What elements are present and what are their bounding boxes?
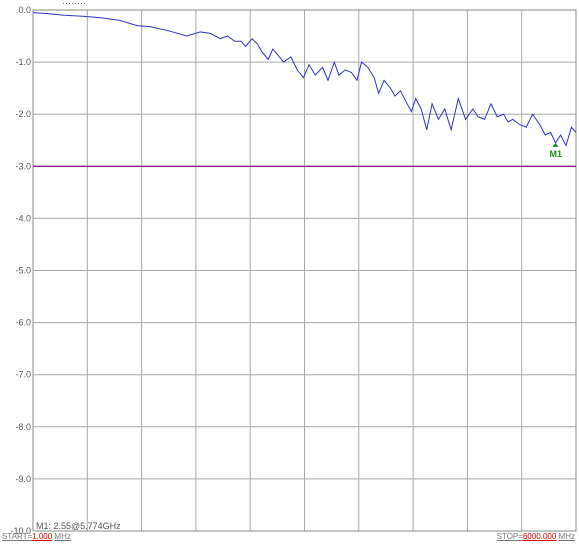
start-label: START= xyxy=(2,532,33,541)
y-tick-label: -10.0 xyxy=(10,526,31,536)
y-tick-label: -7.0 xyxy=(15,370,31,380)
marker-readout: M1: 2.55@5.774GHz xyxy=(36,521,121,531)
y-tick-label: 0.0 xyxy=(18,5,31,15)
start-frequency: START=1.000 MHz xyxy=(2,532,71,541)
stop-value: 6000.000 xyxy=(522,532,557,541)
marker-label: M1 xyxy=(550,149,563,159)
stop-frequency: STOP=6000.000 MHz xyxy=(497,532,575,541)
y-tick-label: -4.0 xyxy=(15,213,31,223)
y-tick-label: -8.0 xyxy=(15,422,31,432)
start-value: 1.000 xyxy=(32,532,53,541)
y-tick-label: -6.0 xyxy=(15,318,31,328)
marker-glyph xyxy=(552,142,559,147)
stop-unit: MHz xyxy=(558,532,575,541)
y-tick-label: -3.0 xyxy=(15,161,31,171)
start-unit: MHz xyxy=(54,532,71,541)
y-tick-label: -9.0 xyxy=(15,474,31,484)
top-readout: ········ xyxy=(62,0,86,8)
stop-label: STOP= xyxy=(496,532,523,541)
marker-m1: M1 xyxy=(550,142,563,159)
y-axis-ticks: 0.0 -1.0 -2.0 -3.0 -4.0 -5.0 -6.0 -7.0 -8.0 -9.0 -… xyxy=(10,5,31,536)
y-tick-label: -5.0 xyxy=(15,266,31,276)
y-tick-label: -1.0 xyxy=(15,57,31,67)
y-tick-label: -2.0 xyxy=(15,109,31,119)
plot-frame xyxy=(32,9,577,532)
trace-line xyxy=(32,12,577,147)
